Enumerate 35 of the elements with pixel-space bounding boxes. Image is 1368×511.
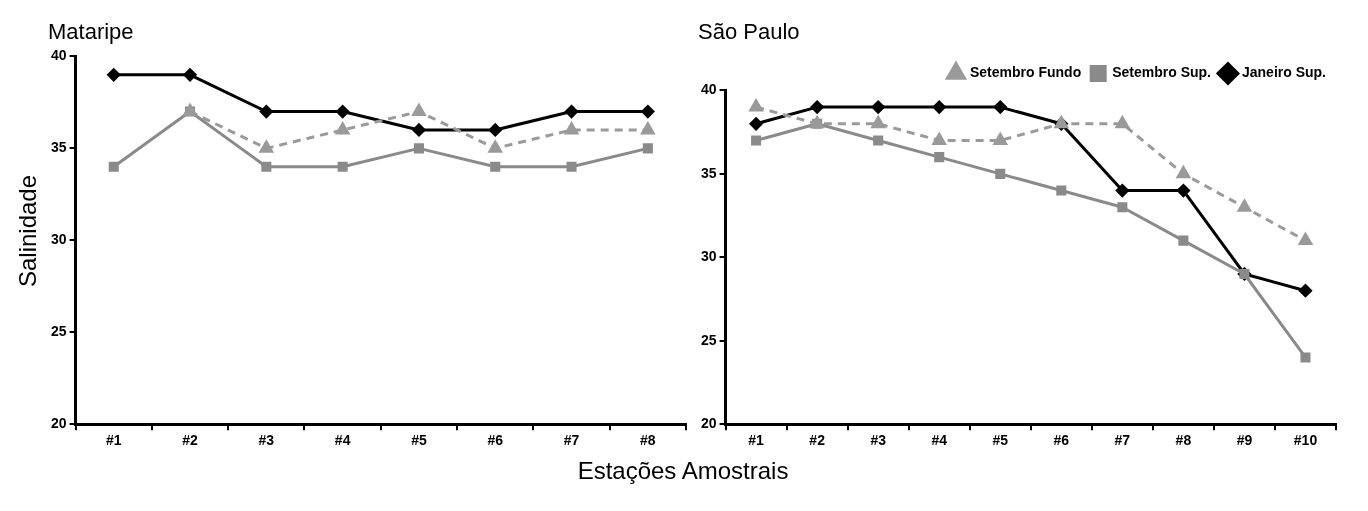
x-tick-label: #2: [809, 432, 826, 449]
y-axis-title: Salinidade: [14, 174, 42, 287]
y-tick-label: 30: [700, 248, 717, 265]
x-tick-label: #8: [1175, 432, 1192, 449]
legend-label: Setembro Fundo: [969, 64, 1082, 81]
x-axis-title: Estações Amostrais: [576, 457, 790, 485]
legend-label: Setembro Sup.: [1112, 64, 1211, 81]
y-tick-label: 25: [50, 323, 67, 340]
chart-title: São Paulo: [698, 19, 800, 45]
x-tick-label: #9: [1236, 432, 1253, 449]
y-tick-label: 35: [700, 164, 717, 181]
x-tick-label: #6: [487, 432, 504, 449]
x-tick-label: #4: [931, 432, 948, 449]
chart-title: Mataripe: [48, 19, 134, 45]
y-tick-label: 40: [700, 81, 717, 98]
x-tick-label: #5: [992, 432, 1009, 449]
y-tick-label: 30: [50, 231, 67, 248]
y-tick-label: 20: [50, 415, 67, 432]
x-tick-label: #5: [411, 432, 427, 449]
y-tick-label: 35: [50, 139, 67, 156]
x-tick-label: #2: [182, 432, 199, 449]
x-tick-label: #8: [640, 432, 656, 449]
x-tick-label: #3: [258, 432, 275, 449]
y-tick-label: 20: [700, 415, 717, 432]
x-tick-label: #7: [1114, 432, 1131, 449]
x-tick-label: #4: [334, 432, 351, 449]
x-tick-label: #3: [870, 432, 887, 449]
x-tick-label: #1: [748, 432, 765, 449]
x-tick-label: #1: [105, 432, 122, 449]
y-tick-label: 25: [700, 331, 717, 348]
x-tick-label: #6: [1053, 432, 1070, 449]
x-tick-label: #7: [563, 432, 580, 449]
x-tick-label: #10: [1293, 432, 1318, 449]
legend-label: Janeiro Sup.: [1241, 64, 1327, 81]
y-tick-label: 40: [50, 47, 67, 64]
